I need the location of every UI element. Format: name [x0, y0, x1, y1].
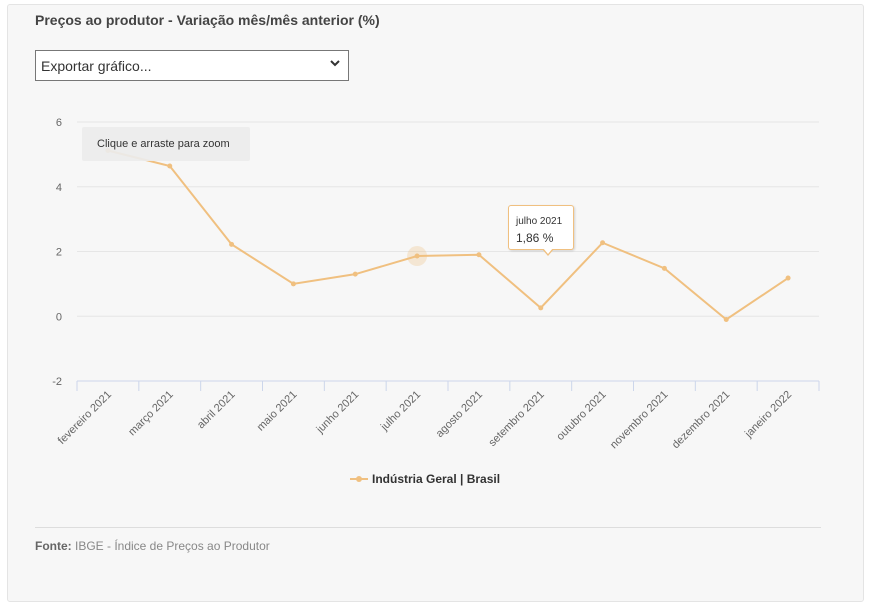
data-point [414, 253, 420, 259]
data-point [229, 241, 235, 247]
zoom-hint-text: Clique e arraste para zoom [97, 138, 230, 150]
chart-card [7, 4, 864, 602]
x-tick-label: fevereiro 2021 [56, 389, 114, 447]
legend-label: Indústria Geral | Brasil [372, 472, 501, 486]
data-point [476, 252, 482, 258]
source-note: Fonte: IBGE - Índice de Preços ao Produt… [35, 539, 270, 553]
legend-item[interactable]: Indústria Geral | Brasil [350, 470, 500, 488]
x-tick-label: novembro 2021 [608, 389, 671, 452]
data-point [290, 281, 296, 287]
y-tick-label: -2 [52, 376, 62, 388]
x-tick-label: janeiro 2022 [742, 389, 794, 441]
x-tick-label: outubro 2021 [554, 389, 608, 443]
x-tick-label: junho 2021 [314, 389, 362, 437]
data-tooltip: julho 2021 1,86 % [508, 205, 574, 256]
chevron-down-icon [329, 57, 341, 72]
data-point [785, 275, 791, 281]
x-tick-label: julho 2021 [378, 389, 423, 434]
y-tick-label: 4 [56, 182, 62, 194]
legend-dot [356, 476, 362, 482]
tooltip-value: 1,86 % [516, 231, 554, 245]
data-point [167, 163, 173, 169]
x-tick-label: abril 2021 [195, 389, 238, 432]
source-text: IBGE - Índice de Preços ao Produtor [71, 539, 270, 553]
data-point [600, 240, 606, 246]
chart-title: Preços ao produtor - Variação mês/mês an… [35, 12, 380, 28]
export-select-label: Exportar gráfico... [41, 58, 152, 74]
x-tick-label: agosto 2021 [434, 389, 485, 440]
y-tick-label: 2 [56, 247, 62, 259]
divider [35, 527, 821, 528]
source-label: Fonte: [35, 539, 72, 553]
y-tick-label: 0 [56, 311, 62, 323]
tooltip-arrow-inner [543, 248, 553, 254]
export-chart-select[interactable]: Exportar gráfico... [35, 50, 349, 81]
x-tick-label: maio 2021 [255, 389, 300, 434]
y-tick-label: 6 [56, 117, 62, 129]
data-point [352, 271, 358, 277]
tooltip-title: julho 2021 [516, 216, 563, 227]
x-tick-label: setembro 2021 [486, 389, 546, 449]
data-point [661, 265, 667, 271]
legend-symbol [350, 473, 368, 485]
data-point [538, 305, 544, 311]
zoom-hint: Clique e arraste para zoom [82, 127, 250, 161]
x-tick-label: março 2021 [126, 389, 176, 439]
series-line [107, 149, 789, 321]
data-point [723, 316, 729, 322]
x-tick-label: dezembro 2021 [670, 389, 733, 452]
